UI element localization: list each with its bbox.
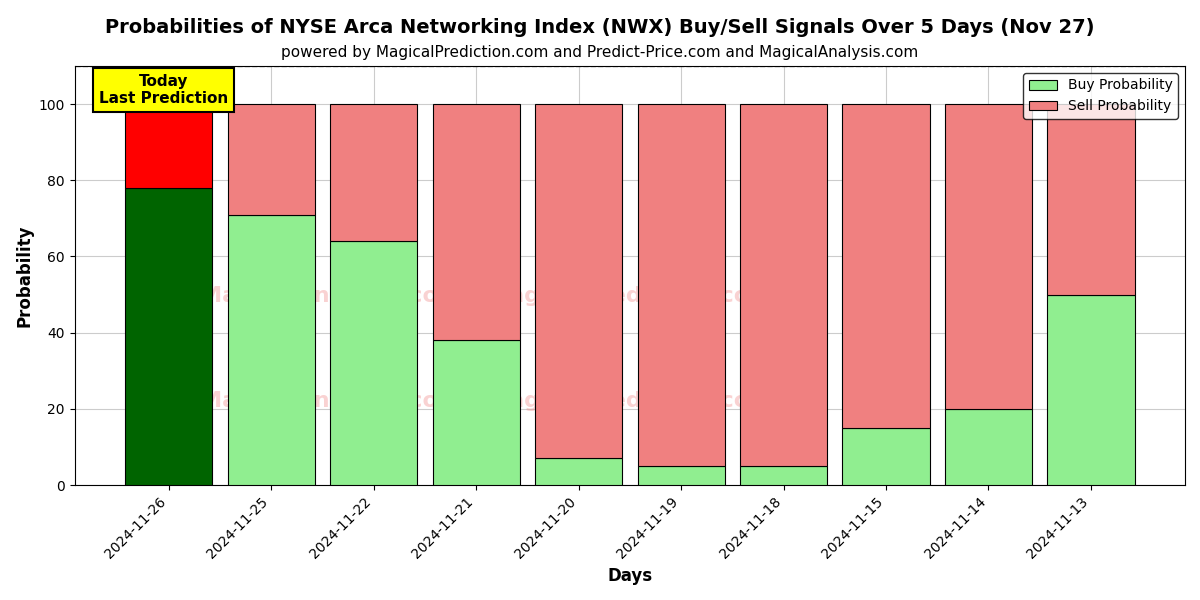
Text: MagicalPrediction.com: MagicalPrediction.com bbox=[487, 391, 773, 411]
Bar bbox=[842, 104, 930, 428]
Bar bbox=[535, 104, 622, 458]
Bar bbox=[228, 215, 314, 485]
Text: MagicalAnalysis.co: MagicalAnalysis.co bbox=[200, 286, 438, 307]
Bar bbox=[740, 466, 827, 485]
Text: powered by MagicalPrediction.com and Predict-Price.com and MagicalAnalysis.com: powered by MagicalPrediction.com and Pre… bbox=[281, 45, 919, 60]
Bar bbox=[1048, 104, 1134, 295]
Bar bbox=[432, 104, 520, 340]
Text: Probabilities of NYSE Arca Networking Index (NWX) Buy/Sell Signals Over 5 Days (: Probabilities of NYSE Arca Networking In… bbox=[106, 18, 1094, 37]
Bar bbox=[125, 104, 212, 188]
Text: MagicalPrediction.com: MagicalPrediction.com bbox=[487, 286, 773, 307]
Bar bbox=[125, 188, 212, 485]
Bar bbox=[432, 340, 520, 485]
Bar bbox=[944, 409, 1032, 485]
X-axis label: Days: Days bbox=[607, 567, 653, 585]
Text: Today
Last Prediction: Today Last Prediction bbox=[98, 74, 228, 106]
Bar bbox=[740, 104, 827, 466]
Y-axis label: Probability: Probability bbox=[16, 224, 34, 327]
Bar bbox=[228, 104, 314, 215]
Bar bbox=[330, 104, 418, 241]
Bar bbox=[535, 458, 622, 485]
Bar bbox=[637, 466, 725, 485]
Bar bbox=[330, 241, 418, 485]
Bar bbox=[1048, 295, 1134, 485]
Bar bbox=[944, 104, 1032, 409]
Text: MagicalAnalysis.co: MagicalAnalysis.co bbox=[200, 391, 438, 411]
Bar bbox=[842, 428, 930, 485]
Legend: Buy Probability, Sell Probability: Buy Probability, Sell Probability bbox=[1024, 73, 1178, 119]
Bar bbox=[637, 104, 725, 466]
